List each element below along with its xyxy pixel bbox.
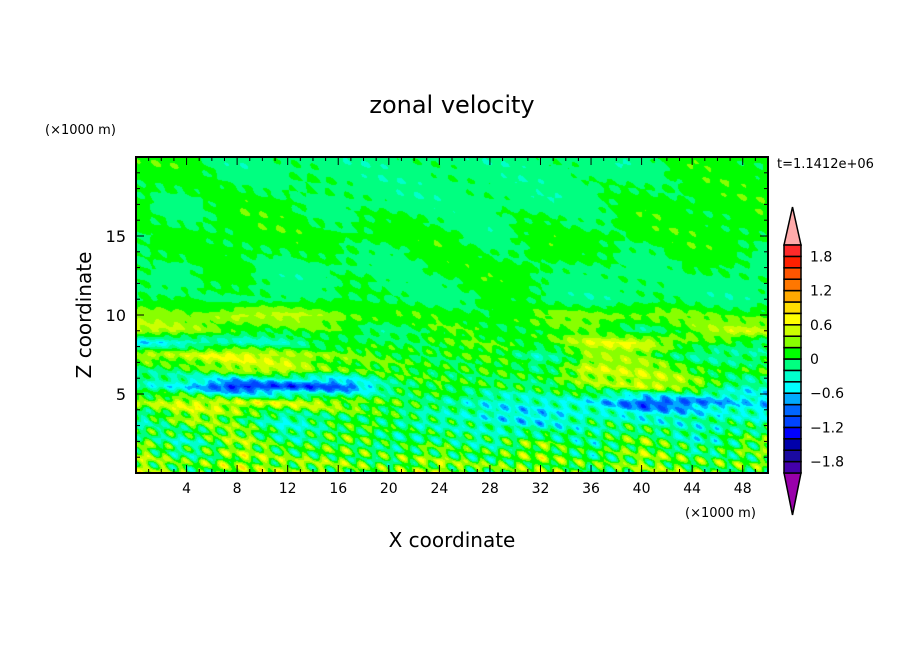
y-axis-label: Z coordinate xyxy=(72,252,96,379)
colorbar-box xyxy=(783,255,802,269)
colorbar-box xyxy=(783,426,802,440)
colorbar-box xyxy=(783,346,802,360)
x-tick-label: 24 xyxy=(430,481,448,497)
colorbar-box xyxy=(783,438,802,451)
x-tick-label: 36 xyxy=(582,481,600,497)
plot-frame xyxy=(135,156,769,474)
colorbar-tick-label: −0.6 xyxy=(810,386,844,402)
x-tick-label: 4 xyxy=(182,481,191,497)
colorbar-tick-label: 1.8 xyxy=(810,249,832,265)
y-tick-label: 15 xyxy=(106,227,126,246)
x-tick-label: 44 xyxy=(683,481,701,497)
colorbar-tick-label: 0.6 xyxy=(810,318,832,334)
x-tick-label: 8 xyxy=(233,481,242,497)
x-axis-label: X coordinate xyxy=(389,528,516,552)
colorbar-box xyxy=(783,301,802,315)
colorbar-box xyxy=(783,267,802,280)
colorbar-box xyxy=(783,335,802,349)
colorbar-box xyxy=(783,381,802,394)
y-units-label: (×1000 m) xyxy=(45,123,116,138)
x-tick-label: 32 xyxy=(532,481,550,497)
colorbar-box xyxy=(783,278,802,292)
colorbar-box xyxy=(783,244,802,258)
x-units-label: (×1000 m) xyxy=(685,506,756,521)
colorbar-box xyxy=(783,358,802,372)
x-tick-label: 40 xyxy=(633,481,651,497)
time-label: t=1.1412e+06 xyxy=(777,157,874,172)
chart-title: zonal velocity xyxy=(369,91,534,119)
y-tick-label: 10 xyxy=(106,306,126,325)
colorbar-box xyxy=(783,449,802,463)
colorbar-box xyxy=(783,460,802,474)
colorbar-box xyxy=(783,392,802,406)
contour-field xyxy=(136,157,768,473)
colorbar-box xyxy=(783,289,802,303)
x-tick-label: 12 xyxy=(279,481,297,497)
colorbar-under-triangle xyxy=(783,472,802,516)
colorbar-box xyxy=(783,415,802,429)
colorbar-tick-label: −1.8 xyxy=(810,455,844,471)
y-tick-label: 5 xyxy=(116,385,126,404)
colorbar-box xyxy=(783,324,802,337)
colorbar-box xyxy=(783,312,802,326)
x-tick-label: 28 xyxy=(481,481,499,497)
colorbar-tick-label: 0 xyxy=(810,352,819,368)
x-tick-label: 48 xyxy=(734,481,752,497)
colorbar-tick-label: −1.2 xyxy=(810,420,844,436)
x-tick-label: 16 xyxy=(329,481,347,497)
colorbar-box xyxy=(783,369,802,383)
colorbar-over-triangle xyxy=(783,206,802,246)
colorbar-tick-label: 1.2 xyxy=(810,284,832,300)
colorbar-box xyxy=(783,403,802,417)
x-tick-label: 20 xyxy=(380,481,398,497)
